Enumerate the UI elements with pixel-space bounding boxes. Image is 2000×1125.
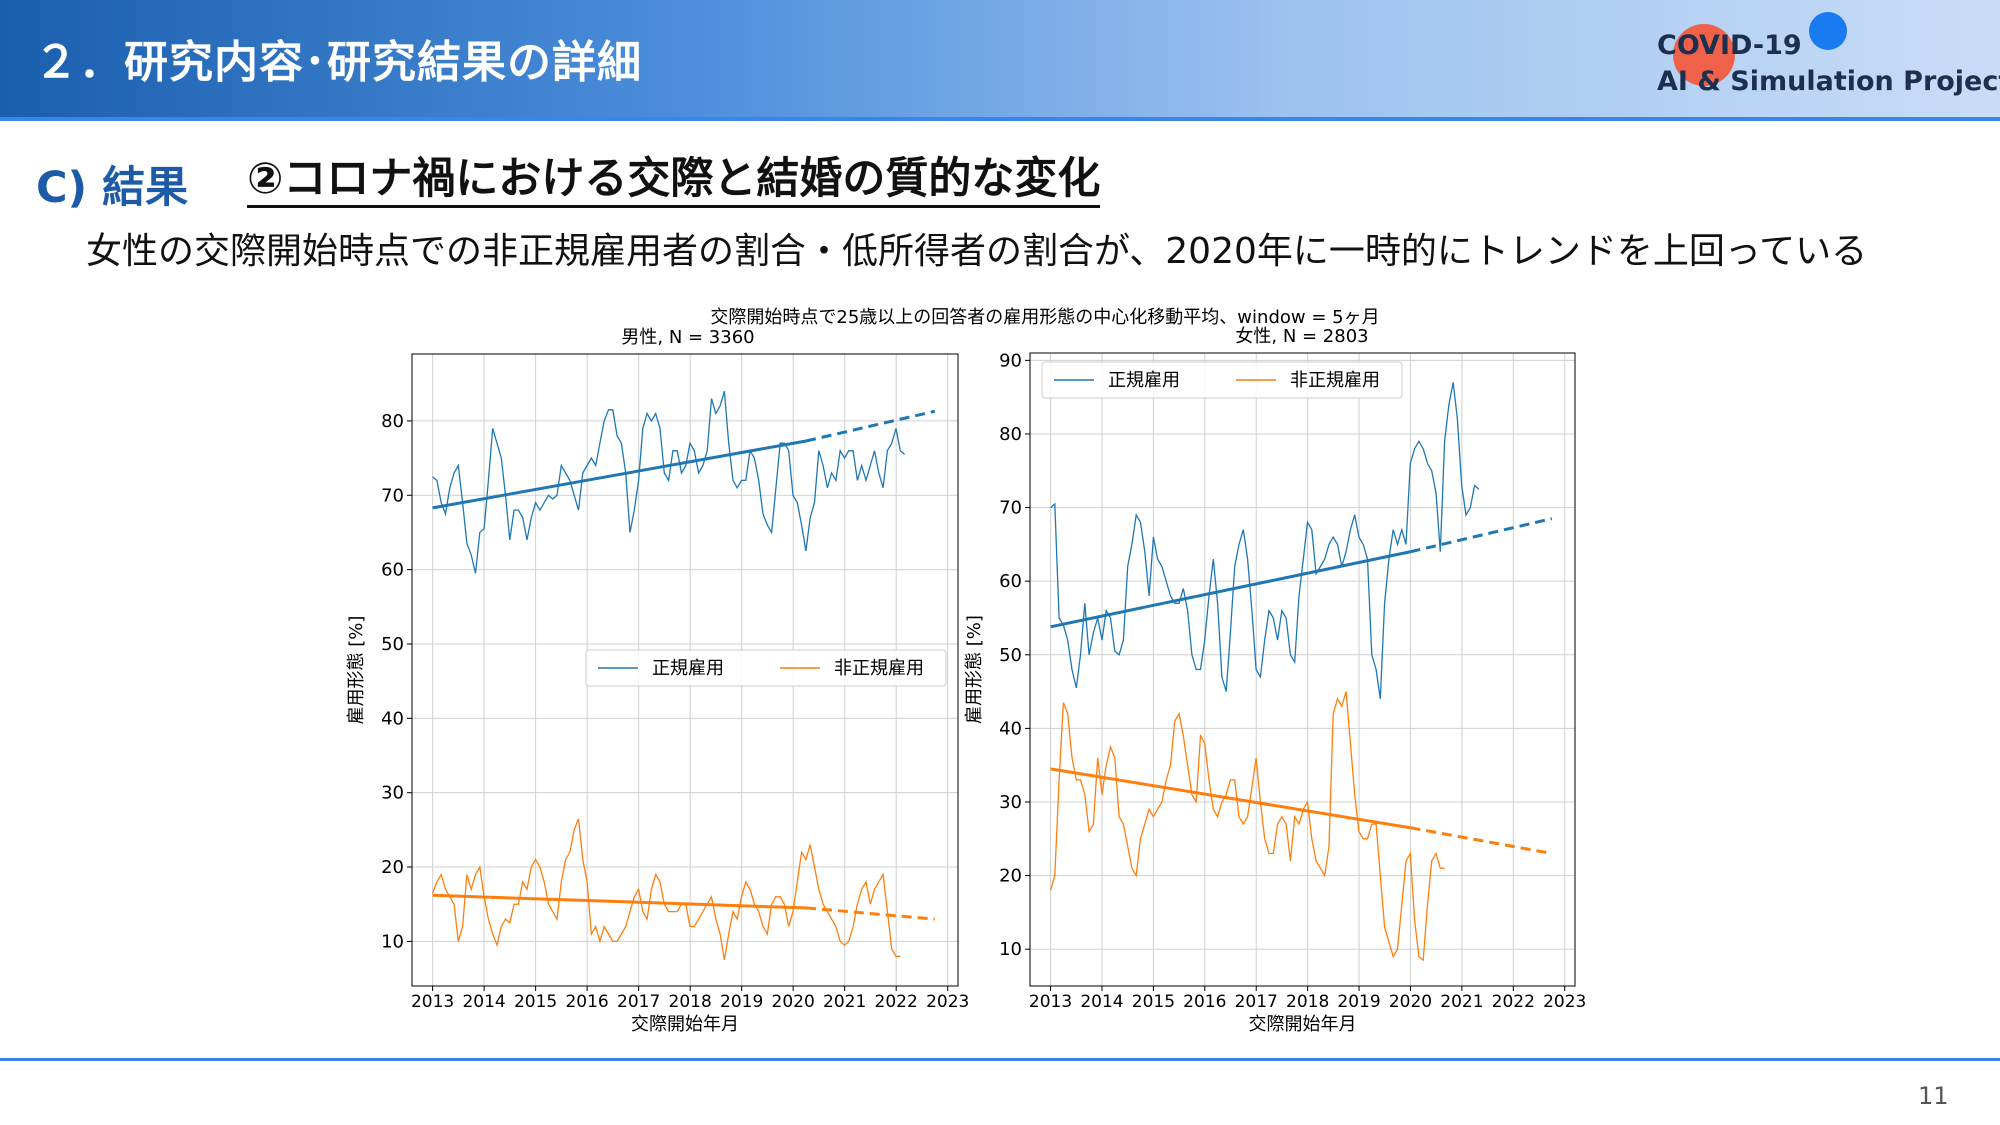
y-tick-label: 80 (381, 411, 404, 432)
page-number: 11 (1918, 1082, 1949, 1110)
x-tick-label: 2017 (617, 992, 660, 1012)
x-tick-label: 2023 (1543, 992, 1586, 1012)
logo-blue-circle-icon (1809, 12, 1847, 50)
y-tick-label: 80 (999, 424, 1022, 445)
x-tick-label: 2019 (1337, 992, 1380, 1012)
legend-label: 非正規雇用 (834, 658, 924, 679)
chart-1: 2013 2014 2015 2016 2017 2018 2019 2020 2021 2022… (346, 327, 969, 1035)
x-axis-label: 交際開始年月 (1249, 1014, 1357, 1035)
trend-projection-dashed (805, 409, 936, 443)
legend-label: 正規雇用 (1108, 370, 1180, 391)
logo-line2: AI & Simulation Project (1657, 66, 2000, 97)
trend-line (432, 893, 807, 910)
x-tick-label: 2013 (1029, 992, 1072, 1012)
x-tick-label: 2019 (720, 992, 763, 1012)
chart-2: 2013 2014 2015 2016 2017 2018 2019 2020 2021 2022… (964, 326, 1586, 1035)
x-tick-label: 2022 (1492, 992, 1535, 1012)
x-tick-label: 2022 (875, 992, 918, 1012)
x-tick-label: 2016 (565, 992, 608, 1012)
series-line-nonregular (1049, 691, 1445, 962)
figure-title: 交際開始時点で25歳以上の回答者の雇用形態の中心化移動平均、window = 5… (710, 307, 1379, 328)
section-label: C) 結果 (36, 163, 189, 213)
logo-red-circle-icon (1673, 24, 1735, 86)
x-tick-label: 2013 (411, 992, 454, 1012)
footer-divider (0, 1058, 2000, 1061)
y-tick-label: 20 (381, 857, 404, 878)
x-tick-label: 2015 (1132, 992, 1175, 1012)
x-tick-label: 2014 (1080, 992, 1123, 1012)
x-tick-label: 2020 (772, 992, 815, 1012)
series-line-nonregular (431, 818, 901, 961)
trend-line (1050, 767, 1411, 830)
y-tick-label: 90 (999, 350, 1022, 371)
legend-label: 正規雇用 (652, 658, 724, 679)
y-tick-label: 60 (999, 571, 1022, 592)
logo-line1: COVID-19 (1657, 30, 1802, 61)
x-axis-label: 交際開始年月 (631, 1014, 739, 1035)
y-tick-label: 30 (999, 792, 1022, 813)
y-tick-label: 20 (999, 866, 1022, 887)
y-tick-label: 10 (999, 939, 1022, 960)
y-tick-label: 50 (381, 634, 404, 655)
trend-line (432, 439, 807, 510)
y-tick-label: 50 (999, 645, 1022, 666)
plot-frame (1029, 352, 1576, 987)
trend-projection-dashed (805, 906, 935, 921)
section-subtitle: 女性の交際開始時点での非正規雇用者の割合・低所得者の割合が、2020年に一時的に… (86, 231, 1868, 272)
y-tick-label: 60 (381, 560, 404, 581)
chart-title: 男性, N = 3360 (621, 327, 754, 348)
header-divider (0, 117, 2000, 121)
series-line-regular (1050, 382, 1480, 699)
legend-box (1041, 361, 1403, 399)
trend-projection-dashed (1410, 826, 1553, 855)
x-tick-label: 2020 (1389, 992, 1432, 1012)
y-axis-label: 雇用形態 [%] (346, 616, 367, 725)
y-tick-label: 70 (381, 485, 404, 506)
x-tick-label: 2018 (1286, 992, 1329, 1012)
trend-projection-dashed (1410, 517, 1553, 554)
legend-box (585, 649, 947, 687)
x-tick-label: 2017 (1235, 992, 1278, 1012)
x-tick-label: 2016 (1183, 992, 1226, 1012)
y-tick-label: 10 (381, 931, 404, 952)
legend: 正規雇用 非正規雇用 (1041, 361, 1403, 399)
x-tick-label: 2023 (926, 992, 969, 1012)
series-line-regular (432, 391, 906, 574)
y-tick-label: 70 (999, 498, 1022, 519)
legend: 正規雇用 非正規雇用 (585, 649, 947, 687)
slide-title: ２．研究内容･研究結果の詳細 (34, 37, 642, 88)
plot-frame (411, 353, 959, 987)
y-tick-label: 40 (999, 718, 1022, 739)
trend-line (1050, 550, 1411, 629)
header-bar (0, 0, 2000, 117)
x-tick-label: 2014 (462, 992, 505, 1012)
legend-label: 非正規雇用 (1290, 370, 1380, 391)
x-tick-label: 2018 (669, 992, 712, 1012)
x-tick-label: 2015 (514, 992, 557, 1012)
y-tick-label: 40 (381, 708, 404, 729)
y-axis-label: 雇用形態 [%] (964, 615, 985, 724)
y-tick-label: 30 (381, 783, 404, 804)
x-tick-label: 2021 (1440, 992, 1483, 1012)
chart-title: 女性, N = 2803 (1235, 326, 1368, 347)
section-title: ②コロナ禍における交際と結婚の質的な変化 (247, 153, 1101, 208)
x-tick-label: 2021 (823, 992, 866, 1012)
